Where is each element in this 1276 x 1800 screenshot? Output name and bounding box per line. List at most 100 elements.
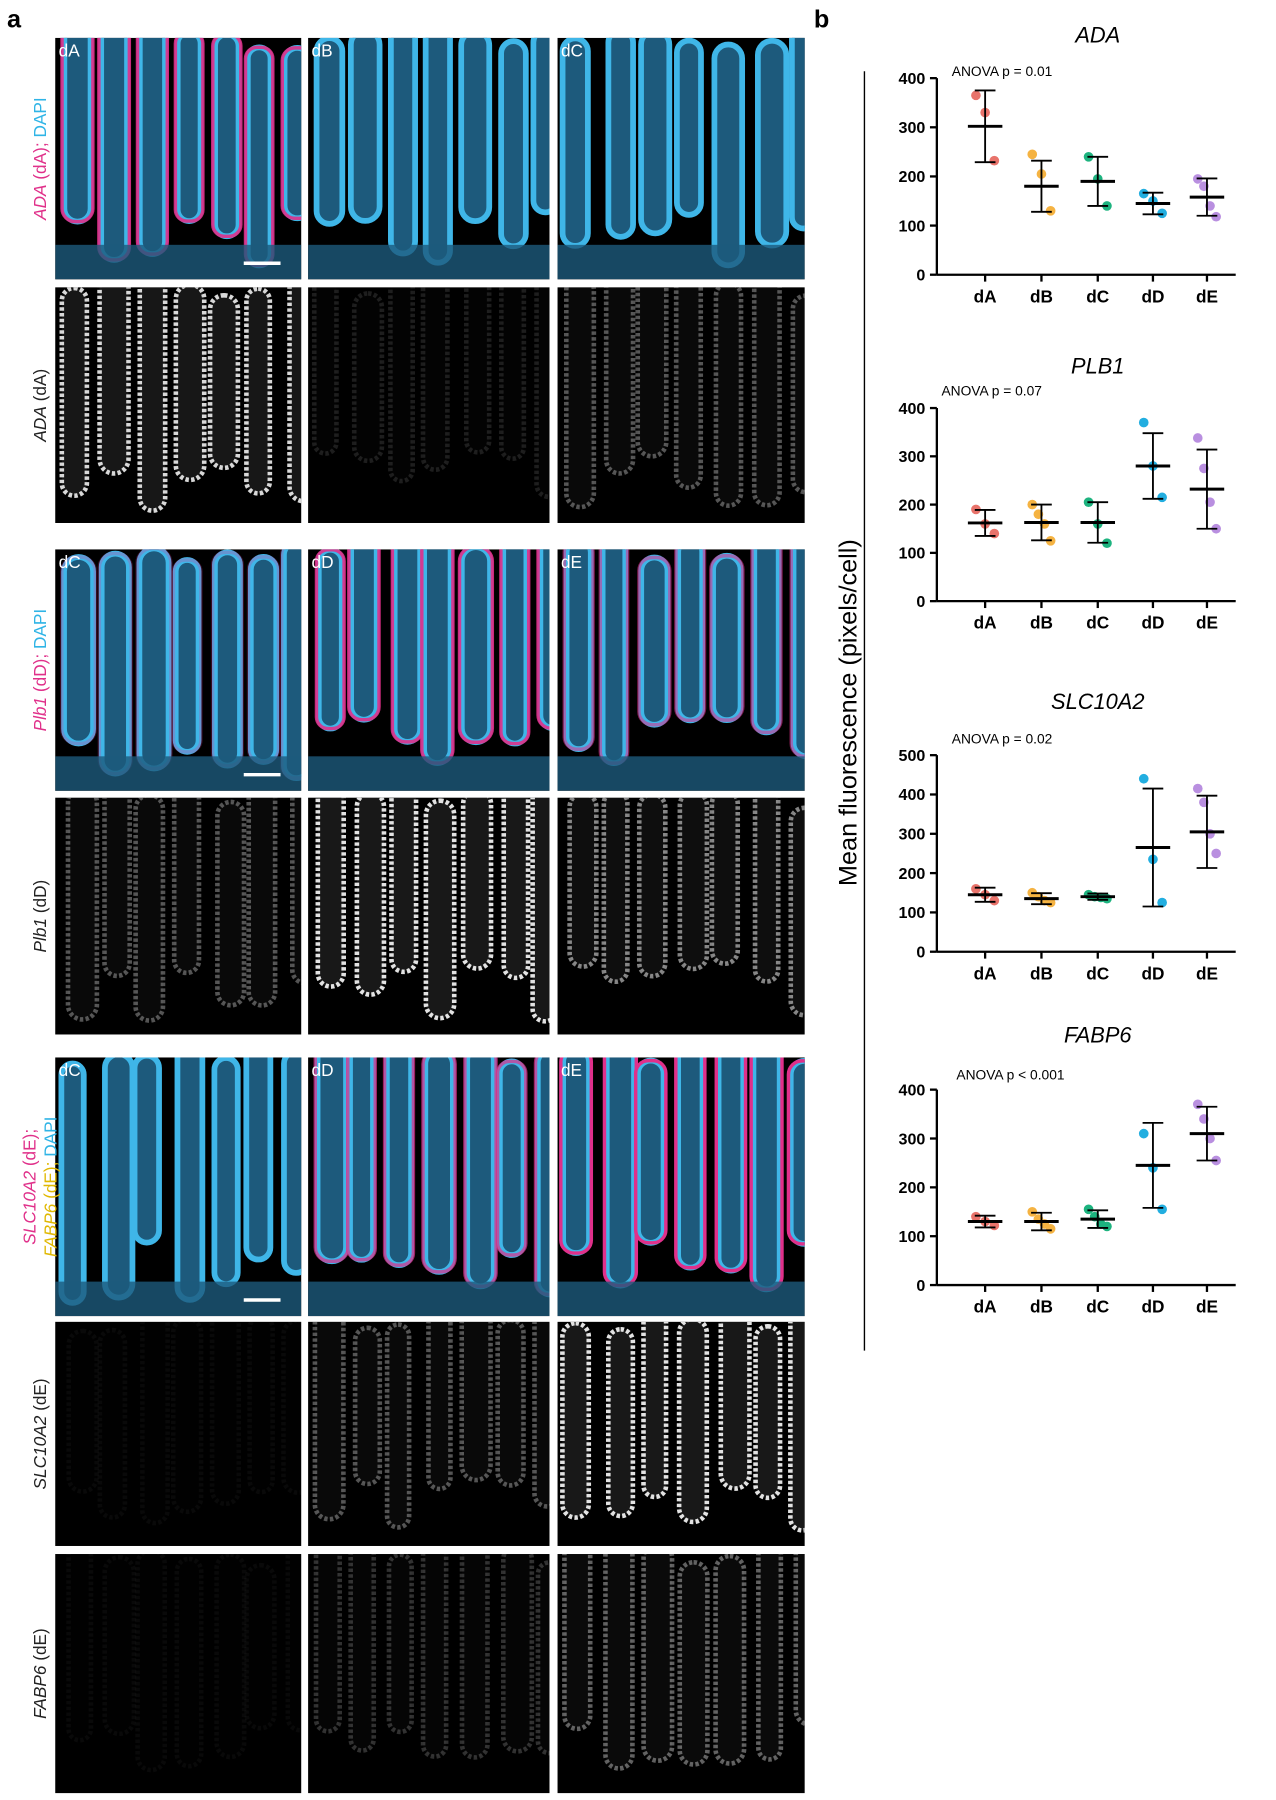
villus-signal <box>346 1057 377 1262</box>
data-point <box>1157 1204 1167 1215</box>
y-tick-label: 200 <box>899 496 926 514</box>
villus-signal <box>173 37 205 223</box>
row-label: ADA (dA) <box>30 369 50 443</box>
micrograph: dC <box>55 549 302 791</box>
villus <box>459 1554 490 1760</box>
tile-label: dE <box>561 552 582 572</box>
micrograph <box>308 797 550 1035</box>
villus <box>606 1326 636 1519</box>
y-tick-label: 100 <box>899 217 926 235</box>
villus <box>421 549 454 766</box>
villus <box>675 1057 706 1271</box>
data-point <box>971 884 981 894</box>
villus <box>312 1321 346 1522</box>
villus <box>281 1057 302 1276</box>
crypt-base <box>557 1281 805 1317</box>
x-tick-label: dA <box>974 1297 997 1317</box>
tile-label: dB <box>312 40 333 60</box>
micrograph-bg <box>308 1321 550 1546</box>
villus <box>174 37 204 224</box>
villi <box>311 287 550 500</box>
villus <box>755 37 790 249</box>
villi <box>312 1321 550 1530</box>
villus <box>752 797 781 984</box>
villi <box>55 1057 302 1317</box>
villus <box>710 552 744 724</box>
villus-signal <box>633 1058 668 1245</box>
villus <box>605 37 636 240</box>
villus <box>66 1554 94 1743</box>
y-tick-label: 100 <box>899 545 926 563</box>
villus <box>137 287 168 513</box>
villus <box>174 1057 206 1303</box>
x-tick-label: dD <box>1141 1297 1164 1317</box>
tile-label: dD <box>312 552 334 572</box>
villi <box>65 797 302 1023</box>
row-label-part: (dE) <box>30 1628 50 1665</box>
micrograph: dE <box>557 549 805 791</box>
row-label-part: SLC10A2 <box>30 1415 50 1489</box>
villi <box>557 37 805 280</box>
villi <box>557 1057 805 1317</box>
x-tick-label: dD <box>1141 286 1164 306</box>
data-point <box>1138 1128 1149 1139</box>
villus <box>285 1554 302 1733</box>
villus <box>790 549 805 760</box>
micrograph: dB <box>308 37 550 280</box>
villus <box>246 797 278 1008</box>
villus <box>211 1057 241 1288</box>
villus <box>601 797 630 985</box>
villus <box>281 45 302 222</box>
micrograph: dD <box>308 1057 550 1317</box>
chart-title: ADA <box>1073 23 1120 48</box>
data-point <box>1192 1099 1203 1110</box>
villus <box>313 1554 342 1734</box>
villi <box>55 549 302 791</box>
villus <box>388 287 415 484</box>
villus <box>500 549 530 747</box>
villus <box>603 1554 635 1771</box>
villus-signal <box>171 558 203 754</box>
villus-signal <box>709 554 745 722</box>
villus <box>641 1554 675 1764</box>
row-label-part: DAPI <box>30 97 50 137</box>
villus <box>135 1554 168 1773</box>
data-point <box>1211 211 1221 222</box>
x-tick-label: dC <box>1086 963 1109 983</box>
villus <box>136 37 168 257</box>
villus <box>718 1321 752 1491</box>
villus-signal <box>421 1057 457 1274</box>
villus <box>750 1057 783 1293</box>
data-point <box>1045 206 1056 216</box>
villus <box>174 1556 204 1769</box>
y-tick-label: 500 <box>899 747 926 765</box>
x-tick-label: dD <box>1141 613 1164 633</box>
villus <box>458 37 493 225</box>
villus-signal <box>314 549 346 731</box>
y-tick-label: 300 <box>899 448 926 466</box>
villus <box>384 1057 414 1269</box>
micrograph-bg <box>308 797 550 1035</box>
y-tick-label: 0 <box>916 593 925 611</box>
villus <box>214 1554 247 1760</box>
villus-signal <box>536 549 550 730</box>
data-point <box>1192 433 1203 443</box>
villus <box>532 1321 550 1509</box>
villus <box>559 37 591 249</box>
villus <box>713 1554 747 1766</box>
x-tick-label: dB <box>1030 963 1053 983</box>
villus <box>281 1321 302 1495</box>
row-label-part: (dA) <box>30 369 50 406</box>
villus <box>635 1057 667 1246</box>
villus <box>384 1322 412 1530</box>
villus <box>501 797 531 981</box>
y-tick-label: 400 <box>899 786 926 804</box>
annotation: ANOVA p < 0.001 <box>956 1067 1064 1082</box>
crypt-base <box>308 756 550 791</box>
villus <box>98 37 130 263</box>
villus <box>388 37 418 257</box>
villus <box>498 38 529 250</box>
annotation: ANOVA p = 0.02 <box>952 732 1053 747</box>
villus-signal <box>60 37 95 224</box>
villus <box>790 293 805 495</box>
